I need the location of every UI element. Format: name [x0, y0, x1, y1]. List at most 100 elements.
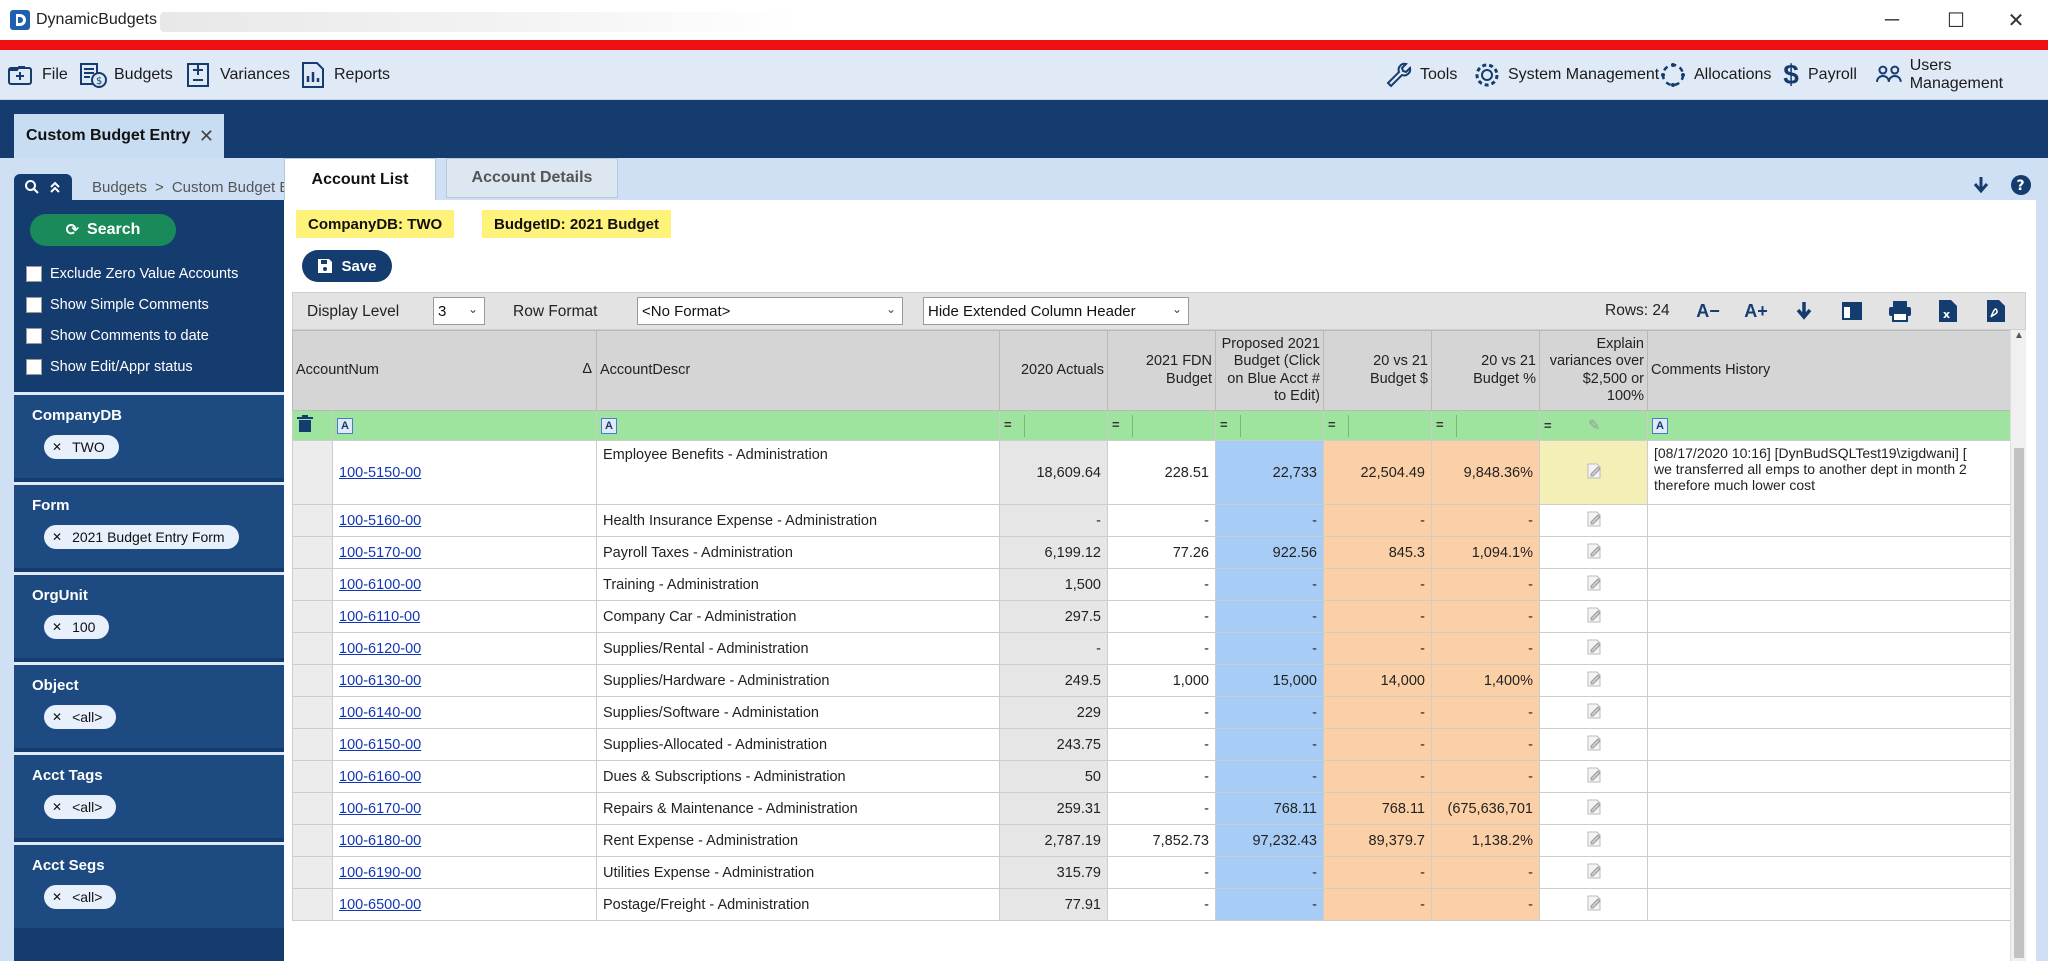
proposed-budget-cell[interactable]: - [1215, 568, 1324, 601]
download-arrow-icon[interactable] [1970, 174, 1992, 196]
account-number-cell[interactable]: 100-5170-00 [332, 536, 597, 569]
col-explain-header[interactable]: Explain variances over $2,500 or 100% [1539, 330, 1648, 411]
table-row[interactable]: 100-5170-00 Payroll Taxes - Administratio… [292, 536, 2011, 569]
font-increase-button[interactable]: A+ [1744, 300, 1768, 321]
proposed-budget-cell[interactable]: 922.56 [1215, 536, 1324, 569]
row-selector[interactable] [292, 440, 333, 505]
scrollbar-thumb[interactable] [2014, 448, 2024, 958]
minimize-button[interactable]: ─ [1884, 8, 1900, 31]
remove-icon[interactable]: ✕ [52, 440, 63, 454]
row-selector[interactable] [292, 760, 333, 793]
maximize-button[interactable]: ☐ [1947, 9, 1965, 32]
row-selector[interactable] [292, 728, 333, 761]
remove-icon[interactable]: ✕ [52, 620, 63, 634]
filter-descr[interactable]: A [596, 410, 1000, 441]
equals-filter-icon[interactable]: = [1544, 417, 1552, 433]
account-number-cell[interactable]: 100-6190-00 [332, 856, 597, 889]
account-number-link[interactable]: 100-6120-00 [339, 640, 422, 657]
breadcrumb-root[interactable]: Budgets [92, 178, 148, 196]
remove-icon[interactable]: ✕ [52, 530, 63, 544]
explain-cell[interactable] [1539, 536, 1648, 569]
edit-note-icon[interactable] [1585, 894, 1603, 912]
text-filter-icon[interactable]: A [337, 418, 353, 434]
account-number-cell[interactable]: 100-6110-00 [332, 600, 597, 633]
explain-cell[interactable] [1539, 632, 1648, 665]
account-number-cell[interactable]: 100-6170-00 [332, 792, 597, 825]
table-row[interactable]: 100-6180-00 Rent Expense - Administration… [292, 824, 2011, 857]
table-row[interactable]: 100-5160-00 Health Insurance Expense - Ad… [292, 504, 2011, 537]
tab-close-icon[interactable]: ✕ [198, 126, 214, 146]
account-number-cell[interactable]: 100-6140-00 [332, 696, 597, 729]
explain-cell[interactable] [1539, 792, 1648, 825]
account-number-cell[interactable]: 100-5160-00 [332, 504, 597, 537]
account-number-link[interactable]: 100-6190-00 [339, 864, 422, 881]
explain-cell[interactable] [1539, 440, 1648, 505]
proposed-budget-cell[interactable]: 22,733 [1215, 440, 1324, 505]
edit-note-icon[interactable] [1585, 734, 1603, 752]
edit-note-icon[interactable] [1585, 542, 1603, 560]
checkbox-box[interactable] [26, 266, 42, 282]
account-number-link[interactable]: 100-6140-00 [339, 704, 422, 721]
table-row[interactable]: 100-6500-00 Postage/Freight - Administrat… [292, 888, 2011, 921]
filter-input[interactable] [1456, 414, 1508, 437]
proposed-budget-cell[interactable]: 768.11 [1215, 792, 1324, 825]
table-row[interactable]: 100-6110-00 Company Car - Administration 2… [292, 600, 2011, 633]
row-selector[interactable] [292, 856, 333, 889]
text-filter-icon[interactable]: A [1652, 418, 1668, 434]
explain-cell[interactable] [1539, 760, 1648, 793]
col-accountnum-header[interactable]: AccountNum Δ [292, 330, 597, 411]
download-icon[interactable] [1787, 297, 1821, 325]
proposed-budget-cell[interactable]: - [1215, 600, 1324, 633]
account-number-link[interactable]: 100-6130-00 [339, 672, 422, 689]
row-selector[interactable] [292, 632, 333, 665]
facet-value-pill[interactable]: ✕ 2021 Budget Entry Form [44, 525, 239, 549]
table-row[interactable]: 100-6120-00 Supplies/Rental - Administrat… [292, 632, 2011, 665]
menu-tools[interactable]: Tools [1384, 50, 1457, 100]
explain-cell[interactable] [1539, 824, 1648, 857]
account-number-cell[interactable]: 100-6500-00 [332, 888, 597, 921]
table-row[interactable]: 100-6160-00 Dues & Subscriptions - Admini… [292, 760, 2011, 793]
equals-filter-icon[interactable]: = [1112, 417, 1120, 433]
account-number-cell[interactable]: 100-6130-00 [332, 664, 597, 697]
proposed-budget-cell[interactable]: 15,000 [1215, 664, 1324, 697]
explain-cell[interactable] [1539, 600, 1648, 633]
show-simple-comments-checkbox[interactable]: Show Simple Comments [26, 297, 209, 313]
table-row[interactable]: 100-6170-00 Repairs & Maintenance - Admin… [292, 792, 2011, 825]
account-number-link[interactable]: 100-6100-00 [339, 576, 422, 593]
row-selector[interactable] [292, 568, 333, 601]
proposed-budget-cell[interactable]: - [1215, 728, 1324, 761]
tab-account-details[interactable]: Account Details [446, 158, 618, 198]
menu-reports[interactable]: Reports [298, 50, 390, 100]
filter-proposed[interactable]: = [1215, 410, 1324, 441]
equals-filter-icon[interactable]: = [1004, 417, 1012, 433]
tab-custom-budget-entry[interactable]: Custom Budget Entry ✕ [14, 114, 224, 158]
explain-cell[interactable] [1539, 856, 1648, 889]
menu-system-management[interactable]: System Management [1472, 50, 1659, 100]
sort-icon[interactable]: Δ [582, 361, 592, 377]
close-window-button[interactable]: ✕ [2007, 9, 2025, 32]
row-selector[interactable] [292, 536, 333, 569]
delete-filter-cell[interactable] [292, 410, 333, 441]
facet-value-pill[interactable]: ✕ <all> [44, 885, 117, 909]
filter-input[interactable] [1132, 414, 1184, 437]
proposed-budget-cell[interactable]: - [1215, 888, 1324, 921]
tab-account-list[interactable]: Account List [284, 158, 436, 200]
row-selector[interactable] [292, 664, 333, 697]
facet-value-pill[interactable]: ✕ TWO [44, 435, 119, 459]
remove-icon[interactable]: ✕ [52, 800, 63, 814]
table-row[interactable]: 100-6150-00 Supplies-Allocated - Administ… [292, 728, 2011, 761]
text-filter-icon[interactable]: A [601, 418, 617, 434]
edit-note-icon[interactable] [1585, 798, 1603, 816]
menu-file[interactable]: File [6, 50, 68, 100]
filter-input[interactable] [1240, 414, 1292, 437]
facet-value-pill[interactable]: ✕ <all> [44, 795, 117, 819]
explain-cell[interactable] [1539, 568, 1648, 601]
search-button[interactable]: ⟳ Search [30, 214, 176, 246]
account-number-link[interactable]: 100-6150-00 [339, 736, 422, 753]
account-number-link[interactable]: 100-6160-00 [339, 768, 422, 785]
account-number-cell[interactable]: 100-6150-00 [332, 728, 597, 761]
edit-note-icon[interactable] [1585, 830, 1603, 848]
facet-value-pill[interactable]: ✕ 100 [44, 615, 110, 639]
vertical-scrollbar[interactable]: ▲ [2010, 330, 2026, 961]
edit-note-icon[interactable] [1585, 638, 1603, 656]
